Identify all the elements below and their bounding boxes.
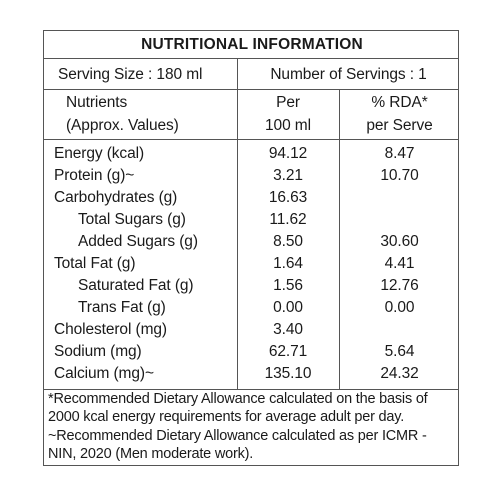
header-per-serve: per Serve (366, 117, 433, 134)
nutrient-name: Saturated Fat (g) (78, 277, 194, 294)
rda-value: 8.47 (384, 145, 415, 162)
per-100ml-value: 94.12 (268, 145, 308, 162)
per-100ml-value: 16.63 (268, 189, 308, 206)
header-approx-values: (Approx. Values) (66, 117, 179, 134)
divider (44, 58, 458, 59)
rda-value: 4.41 (384, 255, 415, 272)
nutrient-name: Protein (g)~ (54, 167, 135, 184)
nutrition-panel: NUTRITIONAL INFORMATION Serving Size : 1… (43, 30, 459, 466)
panel-title: NUTRITIONAL INFORMATION (141, 36, 363, 53)
nutrient-name: Added Sugars (g) (78, 233, 198, 250)
header-per-unit: 100 ml (265, 117, 311, 134)
nutrient-name: Cholesterol (mg) (54, 321, 167, 338)
per-100ml-value: 1.56 (273, 277, 303, 294)
rda-value: 24.32 (380, 365, 419, 382)
nutrient-name: Trans Fat (g) (78, 299, 166, 316)
footnote-rda: *Recommended Dietary Allowance calculate… (48, 391, 428, 425)
rda-value: 10.70 (380, 167, 419, 184)
per-100ml-value: 8.50 (273, 233, 303, 250)
nutrient-name: Sodium (mg) (54, 343, 142, 360)
header-per: Per (276, 94, 300, 111)
per-100ml-value: 3.40 (273, 321, 303, 338)
per-100ml-value: 11.62 (269, 211, 307, 228)
divider (44, 89, 458, 90)
rda-value: 0.00 (384, 299, 415, 316)
column-divider (339, 89, 340, 389)
per-100ml-value: 1.64 (273, 255, 303, 272)
column-divider (237, 58, 238, 389)
rda-value: 5.64 (384, 343, 415, 360)
nutrient-name: Carbohydrates (g) (54, 189, 178, 206)
per-100ml-value: 0.00 (273, 299, 303, 316)
nutrient-name: Total Sugars (g) (78, 211, 186, 228)
rda-value: 30.60 (380, 233, 419, 250)
header-rda: % RDA* (371, 94, 428, 111)
per-100ml-value: 62.71 (268, 343, 308, 360)
rda-value: 12.76 (380, 277, 419, 294)
nutrient-name: Total Fat (g) (54, 255, 136, 272)
header-nutrients: Nutrients (66, 94, 128, 111)
serving-size: Serving Size : 180 ml (58, 66, 203, 83)
per-100ml-value: 3.21 (273, 167, 303, 184)
footnote-icmr: ~Recommended Dietary Allowance calculate… (48, 428, 427, 462)
divider (44, 389, 458, 390)
nutrient-name: Energy (kcal) (54, 145, 145, 162)
nutrient-name: Calcium (mg)~ (54, 365, 154, 382)
divider (44, 139, 458, 140)
number-of-servings: Number of Servings : 1 (270, 66, 427, 83)
per-100ml-value: 135.10 (264, 365, 312, 382)
